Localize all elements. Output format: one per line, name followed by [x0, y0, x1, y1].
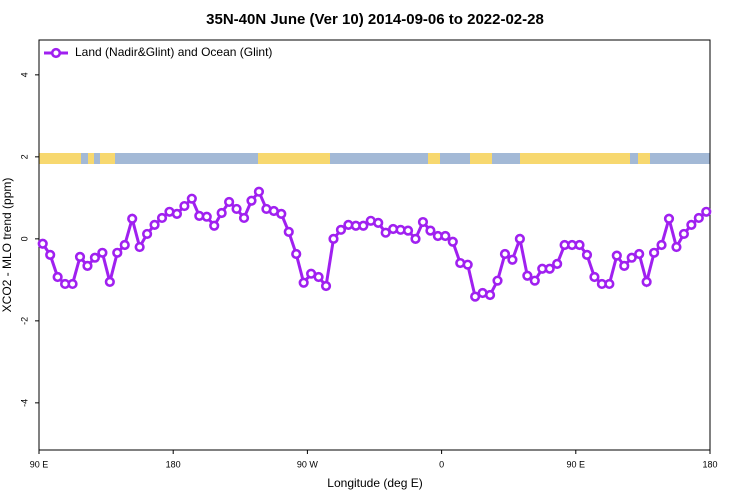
data-point — [171, 208, 183, 219]
data-point — [67, 278, 78, 290]
data-point — [634, 248, 645, 260]
y-tick-label: 0 — [19, 236, 29, 241]
data-point — [246, 195, 257, 206]
x-tick-label: 90 E — [30, 459, 49, 469]
y-tick-label: 4 — [19, 72, 29, 77]
data-point — [663, 213, 675, 224]
data-point — [201, 211, 212, 222]
data-point — [328, 233, 339, 244]
data-point — [283, 226, 294, 237]
data-point — [276, 208, 287, 219]
y-tick-label: 2 — [19, 154, 29, 159]
data-point — [641, 276, 652, 288]
data-point — [417, 216, 429, 228]
data-point — [104, 276, 115, 288]
data-point — [156, 212, 168, 224]
data-point — [648, 247, 660, 258]
data-point — [499, 248, 511, 260]
data-point — [142, 228, 153, 240]
data-point — [224, 196, 235, 208]
data-point — [112, 247, 123, 258]
y-tick-label: -4 — [19, 399, 29, 407]
data-point — [604, 278, 615, 290]
data-point — [701, 206, 712, 217]
data-point — [678, 228, 690, 240]
data-point — [514, 233, 525, 244]
x-axis-label: Longitude (deg E) — [327, 476, 422, 490]
data-point — [82, 260, 93, 272]
data-point — [619, 260, 630, 272]
data-point — [291, 248, 302, 260]
data-point — [313, 271, 324, 283]
data-point — [686, 219, 697, 231]
data-point — [335, 224, 347, 235]
data-point — [186, 193, 197, 204]
data-point — [581, 249, 593, 260]
data-point — [179, 200, 190, 212]
data-point — [552, 258, 563, 269]
data-point — [410, 233, 421, 244]
data-point — [127, 213, 138, 224]
data-point — [149, 219, 160, 231]
data-point — [52, 271, 63, 283]
data-point — [320, 280, 332, 292]
data-point — [626, 252, 637, 263]
data-point — [216, 207, 227, 219]
data-point — [484, 289, 496, 301]
data-point — [358, 220, 369, 231]
data-point — [97, 247, 108, 258]
data-point — [574, 239, 585, 251]
x-tick-label: 180 — [166, 459, 181, 469]
data-point — [693, 212, 704, 224]
data-point — [209, 220, 220, 231]
data-point — [74, 251, 86, 262]
legend-label: Land (Nadir&Glint) and Ocean (Glint) — [75, 45, 272, 59]
x-tick-label: 0 — [439, 459, 444, 469]
data-point — [470, 291, 481, 302]
data-point — [656, 239, 667, 251]
data-point — [253, 186, 265, 197]
x-tick-label: 180 — [702, 459, 717, 469]
data-point — [402, 225, 414, 236]
data-point — [529, 275, 540, 286]
data-point — [45, 249, 56, 260]
x-tick-label: 90 E — [567, 459, 586, 469]
data-point — [238, 212, 250, 224]
y-axis-label: XCO2 - MLO trend (ppm) — [0, 178, 14, 313]
legend-marker — [50, 47, 62, 59]
data-point — [89, 252, 101, 263]
data-point — [671, 241, 682, 253]
data-point — [589, 271, 600, 283]
data-point — [37, 238, 48, 249]
data-point — [507, 254, 518, 265]
data-point — [134, 241, 145, 253]
data-point — [447, 236, 458, 247]
x-tick-label: 90 W — [297, 459, 319, 469]
data-point — [440, 230, 451, 242]
data-point — [544, 263, 555, 274]
data-point — [462, 259, 473, 270]
data-point — [119, 239, 130, 251]
data-point — [298, 277, 309, 288]
data-point — [492, 275, 503, 286]
chart-title: 35N-40N June (Ver 10) 2014-09-06 to 2022… — [206, 11, 544, 28]
map-strip — [39, 153, 710, 164]
data-point — [373, 217, 384, 228]
data-point — [425, 225, 436, 236]
y-tick-label: -2 — [19, 317, 29, 325]
data-point — [380, 227, 391, 238]
data-point — [231, 203, 242, 215]
data-point — [522, 270, 533, 281]
data-point — [611, 250, 622, 261]
